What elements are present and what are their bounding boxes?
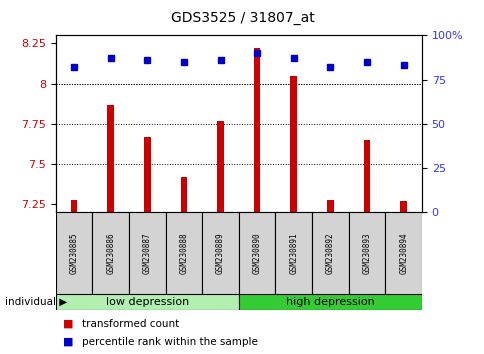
Bar — [166, 212, 202, 294]
Text: GSM230893: GSM230893 — [362, 232, 371, 274]
Text: GSM230892: GSM230892 — [325, 232, 334, 274]
Text: high depression: high depression — [286, 297, 374, 307]
Bar — [275, 212, 312, 294]
Text: GSM230890: GSM230890 — [252, 232, 261, 274]
Text: transformed count: transformed count — [82, 319, 180, 329]
Text: GSM230894: GSM230894 — [398, 232, 408, 274]
Text: ■: ■ — [63, 337, 74, 347]
Text: low depression: low depression — [106, 297, 189, 307]
Bar — [202, 212, 239, 294]
Bar — [129, 212, 166, 294]
Bar — [180, 177, 187, 212]
Bar — [326, 200, 333, 212]
Bar — [144, 137, 151, 212]
Bar — [363, 140, 370, 212]
Bar — [107, 104, 114, 212]
Text: GSM230885: GSM230885 — [69, 232, 78, 274]
Bar — [312, 212, 348, 294]
Bar — [92, 212, 129, 294]
Bar — [71, 200, 77, 212]
Bar — [399, 201, 406, 212]
Bar — [348, 212, 385, 294]
Text: GSM230889: GSM230889 — [215, 232, 225, 274]
Text: ■: ■ — [63, 319, 74, 329]
Text: GSM230887: GSM230887 — [142, 232, 151, 274]
Text: percentile rank within the sample: percentile rank within the sample — [82, 337, 258, 347]
Text: GSM230886: GSM230886 — [106, 232, 115, 274]
Bar — [239, 294, 421, 310]
Text: GDS3525 / 31807_at: GDS3525 / 31807_at — [170, 11, 314, 25]
Bar — [217, 121, 224, 212]
Text: individual ▶: individual ▶ — [5, 297, 67, 307]
Text: GSM230891: GSM230891 — [288, 232, 298, 274]
Bar — [290, 76, 297, 212]
Bar — [56, 212, 92, 294]
Bar — [239, 212, 275, 294]
Bar — [253, 48, 260, 212]
Text: GSM230888: GSM230888 — [179, 232, 188, 274]
Bar — [56, 294, 239, 310]
Bar — [384, 212, 421, 294]
